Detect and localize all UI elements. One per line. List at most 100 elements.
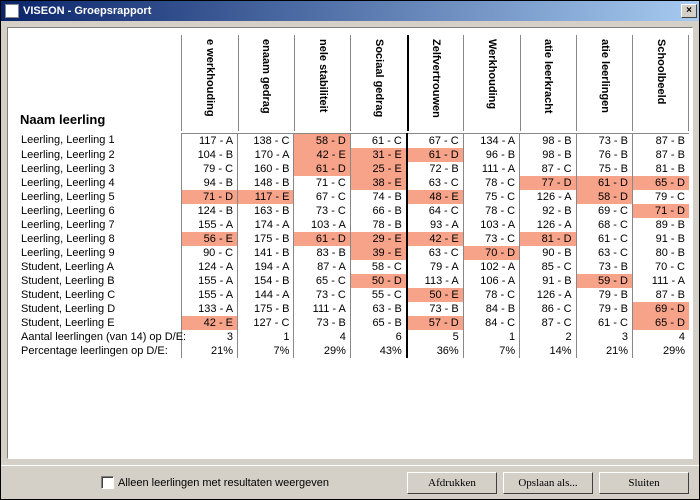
- checkbox-icon[interactable]: [101, 476, 114, 489]
- table-row: Leerling, Leerling 990 - C141 - B83 - B3…: [19, 246, 689, 260]
- score-cell: 61 - C: [576, 316, 632, 330]
- score-cell: 63 - C: [407, 246, 463, 260]
- score-cell: 87 - C: [520, 162, 576, 176]
- score-cell: 57 - D: [407, 316, 463, 330]
- filter-checkbox-wrap[interactable]: Alleen leerlingen met resultaten weergev…: [101, 476, 329, 489]
- score-cell: 61 - D: [294, 162, 350, 176]
- score-cell: 72 - B: [407, 162, 463, 176]
- score-cell: 103 - A: [294, 218, 350, 232]
- score-cell: 133 - A: [181, 302, 237, 316]
- score-cell: 174 - A: [238, 218, 294, 232]
- score-cell: 98 - B: [520, 148, 576, 162]
- score-cell: 117 - E: [238, 190, 294, 204]
- table-row: Leerling, Leerling 571 - D117 - E67 - C7…: [19, 190, 689, 204]
- score-cell: 87 - B: [632, 288, 689, 302]
- score-cell: 73 - B: [576, 260, 632, 274]
- score-cell: 61 - D: [407, 148, 463, 162]
- score-cell: 55 - C: [350, 288, 406, 302]
- score-cell: 194 - A: [238, 260, 294, 274]
- score-cell: 163 - B: [238, 204, 294, 218]
- score-cell: 76 - B: [576, 148, 632, 162]
- score-cell: 154 - B: [238, 274, 294, 288]
- score-cell: 78 - C: [463, 288, 519, 302]
- bottom-toolbar: Alleen leerlingen met resultaten weergev…: [1, 465, 699, 499]
- score-cell: 42 - E: [407, 232, 463, 246]
- report-area: Naam leerlinge werkhoudingenaam gedragne…: [9, 29, 691, 457]
- content-frame: Naam leerlinge werkhoudingenaam gedragne…: [7, 27, 693, 459]
- column-header: nele stabiliteit: [294, 35, 350, 133]
- score-cell: 141 - B: [238, 246, 294, 260]
- score-cell: 58 - C: [350, 260, 406, 274]
- column-header: Zelfvertrouwen: [407, 35, 463, 133]
- score-cell: 84 - C: [463, 316, 519, 330]
- score-cell: 81 - B: [632, 162, 689, 176]
- table-row: Student, Leerling E42 - E127 - C73 - B65…: [19, 316, 689, 330]
- column-header: atie leerkracht: [520, 35, 576, 133]
- summary-pct: 21%: [576, 344, 632, 358]
- score-cell: 85 - C: [520, 260, 576, 274]
- table-row: Student, Leerling D133 - A175 - B111 - A…: [19, 302, 689, 316]
- score-cell: 79 - C: [632, 190, 689, 204]
- score-cell: 126 - A: [520, 288, 576, 302]
- score-cell: 78 - C: [463, 204, 519, 218]
- table-row: Student, Leerling C155 - A144 - A73 - C5…: [19, 288, 689, 302]
- summary-count: 4: [632, 330, 689, 344]
- close-button[interactable]: Sluiten: [599, 472, 689, 494]
- summary-pct: 36%: [407, 344, 463, 358]
- student-name: Student, Leerling D: [19, 302, 181, 316]
- student-name: Student, Leerling E: [19, 316, 181, 330]
- score-cell: 58 - D: [576, 190, 632, 204]
- score-cell: 93 - A: [407, 218, 463, 232]
- score-cell: 83 - B: [294, 246, 350, 260]
- score-cell: 138 - C: [238, 133, 294, 148]
- print-button[interactable]: Afdrukken: [407, 472, 497, 494]
- score-cell: 31 - E: [350, 148, 406, 162]
- close-icon[interactable]: ×: [681, 4, 697, 18]
- score-cell: 61 - C: [576, 232, 632, 246]
- score-cell: 90 - B: [520, 246, 576, 260]
- column-header: e werkhouding: [181, 35, 237, 133]
- score-cell: 42 - E: [294, 148, 350, 162]
- student-name: Student, Leerling C: [19, 288, 181, 302]
- student-name: Leerling, Leerling 1: [19, 133, 181, 148]
- score-cell: 73 - B: [576, 133, 632, 148]
- score-cell: 170 - A: [238, 148, 294, 162]
- table-row: Student, Leerling B155 - A154 - B65 - C5…: [19, 274, 689, 288]
- score-cell: 79 - B: [576, 288, 632, 302]
- score-cell: 103 - A: [463, 218, 519, 232]
- score-cell: 38 - E: [350, 176, 406, 190]
- summary-pct: 7%: [463, 344, 519, 358]
- score-cell: 134 - A: [463, 133, 519, 148]
- student-name: Leerling, Leerling 7: [19, 218, 181, 232]
- score-cell: 77 - D: [520, 176, 576, 190]
- table-row: Leerling, Leerling 6124 - B163 - B73 - C…: [19, 204, 689, 218]
- score-cell: 106 - A: [463, 274, 519, 288]
- score-cell: 63 - B: [350, 302, 406, 316]
- score-cell: 74 - B: [350, 190, 406, 204]
- score-cell: 111 - A: [632, 274, 689, 288]
- score-cell: 65 - C: [294, 274, 350, 288]
- name-header: Naam leerling: [19, 35, 181, 133]
- score-cell: 56 - E: [181, 232, 237, 246]
- score-cell: 65 - B: [350, 316, 406, 330]
- score-cell: 29 - E: [350, 232, 406, 246]
- score-cell: 155 - A: [181, 288, 237, 302]
- score-cell: 127 - C: [238, 316, 294, 330]
- score-cell: 87 - B: [632, 133, 689, 148]
- summary-count-label: Aantal leerlingen (van 14) op D/E:: [19, 330, 181, 344]
- saveas-button[interactable]: Opslaan als...: [503, 472, 593, 494]
- score-cell: 87 - C: [520, 316, 576, 330]
- score-cell: 175 - B: [238, 302, 294, 316]
- column-header: Sociaal gedrag: [350, 35, 406, 133]
- score-cell: 175 - B: [238, 232, 294, 246]
- report-table: Naam leerlinge werkhoudingenaam gedragne…: [19, 35, 689, 358]
- table-row: Leerling, Leerling 494 - B148 - B71 - C3…: [19, 176, 689, 190]
- summary-pct: 21%: [181, 344, 237, 358]
- score-cell: 90 - C: [181, 246, 237, 260]
- score-cell: 48 - E: [407, 190, 463, 204]
- score-cell: 87 - B: [632, 148, 689, 162]
- student-name: Leerling, Leerling 3: [19, 162, 181, 176]
- student-name: Leerling, Leerling 9: [19, 246, 181, 260]
- score-cell: 67 - C: [294, 190, 350, 204]
- summary-count: 1: [238, 330, 294, 344]
